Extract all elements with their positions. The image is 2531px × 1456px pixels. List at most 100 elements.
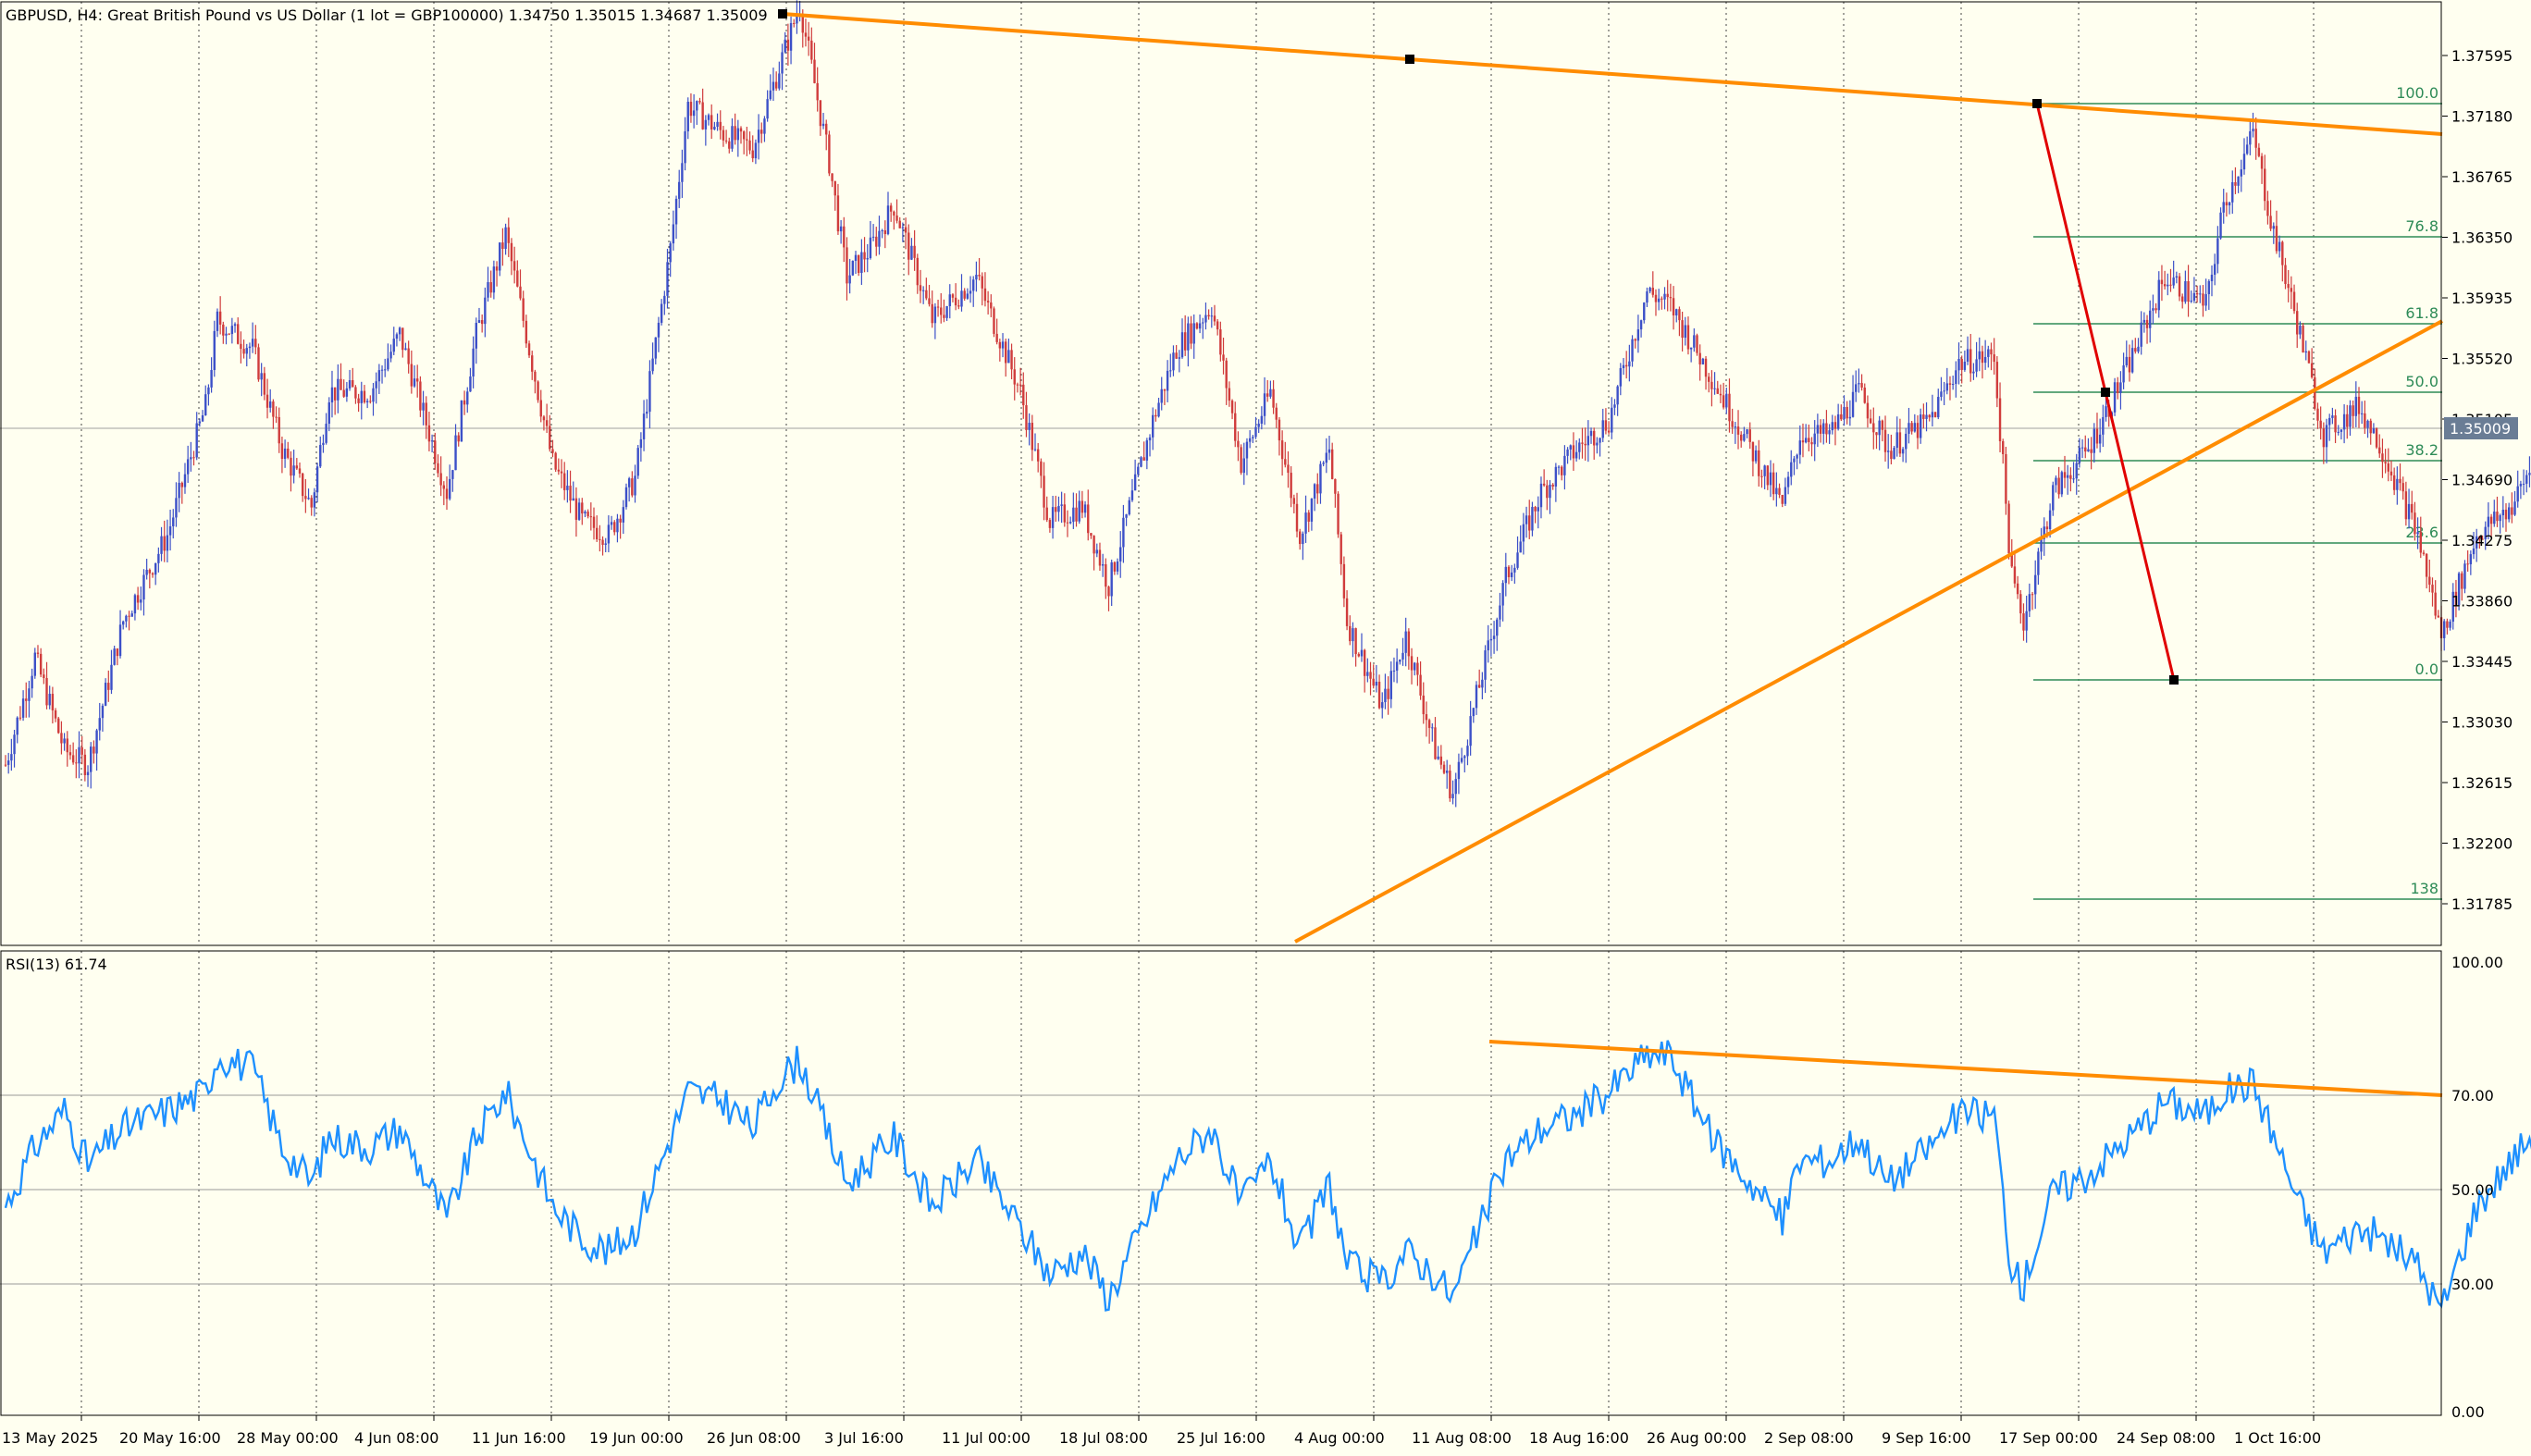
candle-bar — [1422, 695, 1425, 715]
candle-bar — [916, 257, 919, 286]
candle-bar — [1998, 398, 2002, 441]
candle-bar — [1152, 414, 1154, 438]
candle-bar — [1222, 354, 1225, 361]
candle-bar — [460, 400, 463, 442]
candle-bar — [739, 128, 743, 132]
candle-bar — [2152, 308, 2154, 311]
candle-bar — [904, 227, 907, 233]
candle-bar — [696, 101, 698, 111]
candle-bar — [1472, 708, 1475, 717]
candle-bar — [933, 306, 937, 324]
candle-bar — [2487, 516, 2490, 527]
candle-bar — [2449, 622, 2451, 628]
candle-bar — [1704, 358, 1708, 377]
candle-bar — [748, 140, 751, 151]
candle-bar — [1860, 383, 1863, 389]
candle-bar — [863, 252, 866, 260]
candle-bar — [1681, 320, 1684, 339]
candle-bar — [1501, 583, 1504, 606]
candle-bar — [1140, 457, 1142, 467]
candle-bar — [1613, 404, 1616, 408]
candle-bar — [2228, 202, 2231, 206]
candle-bar — [2287, 284, 2290, 289]
candle-bar — [1542, 483, 1546, 486]
candle-bar — [1427, 720, 1431, 728]
candle-bar — [936, 306, 940, 308]
candle-bar — [1945, 383, 1948, 391]
y-tick-label: 1.36350 — [2451, 229, 2512, 247]
candle-bar — [475, 322, 477, 349]
candle-bar — [45, 677, 48, 706]
candle-bar — [560, 471, 563, 474]
candle-bar — [1534, 506, 1537, 512]
candle-bar — [1872, 423, 1875, 433]
anchor-point[interactable] — [1405, 55, 1414, 64]
candle-bar — [2501, 510, 2505, 516]
candle-bar — [2349, 405, 2352, 427]
candle-bar — [2264, 168, 2266, 202]
candle-bar — [986, 301, 990, 302]
candle-bar — [228, 333, 230, 335]
candle-bar — [1466, 746, 1469, 757]
candle-bar — [1169, 370, 1172, 372]
candle-bar — [295, 465, 299, 469]
candle-bar — [1051, 507, 1055, 528]
candle-bar — [1981, 351, 1984, 364]
candle-bar — [1157, 402, 1160, 417]
anchor-point[interactable] — [2169, 675, 2179, 685]
candle-bar — [2257, 147, 2261, 156]
candle-bar — [686, 102, 689, 131]
candle-bar — [1363, 649, 1366, 676]
candle-bar — [2175, 276, 2179, 278]
candle-bar — [1883, 429, 1887, 452]
candle-bar — [1377, 681, 1381, 709]
candle-bar — [1404, 631, 1407, 653]
candle-bar — [6, 760, 10, 765]
candle-bar — [1522, 524, 1525, 542]
candle-bar — [2310, 363, 2314, 377]
anchor-point[interactable] — [2101, 388, 2110, 397]
candle-bar — [1763, 465, 1766, 476]
candle-bar — [846, 247, 848, 284]
candle-bar — [160, 536, 163, 554]
candle-bar — [684, 130, 686, 164]
candle-bar — [2013, 566, 2017, 584]
candle-bar — [1060, 504, 1063, 506]
candle-bar — [2245, 144, 2249, 154]
candle-bar — [13, 734, 16, 755]
candle-bar — [774, 81, 778, 89]
candle-bar — [1775, 487, 1778, 495]
candle-bar — [1481, 679, 1484, 688]
candle-bar — [1528, 515, 1531, 531]
candle-bar — [1895, 432, 1898, 449]
candle-bar — [1272, 389, 1275, 408]
candle-bar — [2314, 376, 2316, 409]
anchor-point[interactable] — [778, 9, 787, 19]
candle-bar — [1858, 383, 1860, 385]
candle-bar — [2416, 532, 2419, 535]
candle-bar — [1093, 536, 1095, 554]
candle-bar — [269, 401, 272, 408]
candle-bar — [1334, 478, 1337, 494]
level-layer: 100.0 76.8 61.8 50.0 38.2 23.6 0.0 138 — [0, 84, 2442, 900]
candle-bar — [257, 347, 260, 380]
candle-bar — [1204, 315, 1207, 323]
candle-bar — [821, 123, 825, 127]
candle-bar — [527, 343, 531, 356]
candle-bar — [1183, 332, 1187, 351]
candle-bar — [2192, 292, 2196, 301]
candle-bar — [1269, 389, 1272, 397]
candle-bar — [928, 298, 931, 304]
candle-bar — [1068, 522, 1072, 524]
candle-bar — [2511, 507, 2513, 515]
candle-bar — [525, 320, 528, 344]
candle-bar — [1743, 434, 1746, 441]
candle-bar — [1163, 389, 1167, 391]
candle-bar — [636, 448, 639, 476]
candle-bar — [634, 475, 636, 496]
y-tick-label: 1.33030 — [2451, 714, 2512, 732]
candle-bar — [1810, 441, 1813, 445]
anchor-point[interactable] — [2032, 99, 2042, 108]
candle-bar — [2252, 129, 2254, 131]
